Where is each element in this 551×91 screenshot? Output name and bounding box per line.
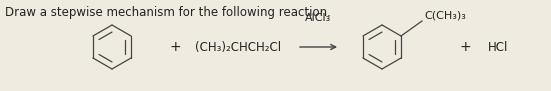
Text: (CH₃)₂CHCH₂Cl: (CH₃)₂CHCH₂Cl — [195, 40, 281, 54]
Text: +: + — [459, 40, 471, 54]
Text: AlCl₃: AlCl₃ — [305, 13, 331, 23]
Text: HCl: HCl — [488, 40, 509, 54]
Text: Draw a stepwise mechanism for the following reaction.: Draw a stepwise mechanism for the follow… — [5, 6, 331, 19]
Text: +: + — [169, 40, 181, 54]
Text: C(CH₃)₃: C(CH₃)₃ — [424, 10, 466, 20]
